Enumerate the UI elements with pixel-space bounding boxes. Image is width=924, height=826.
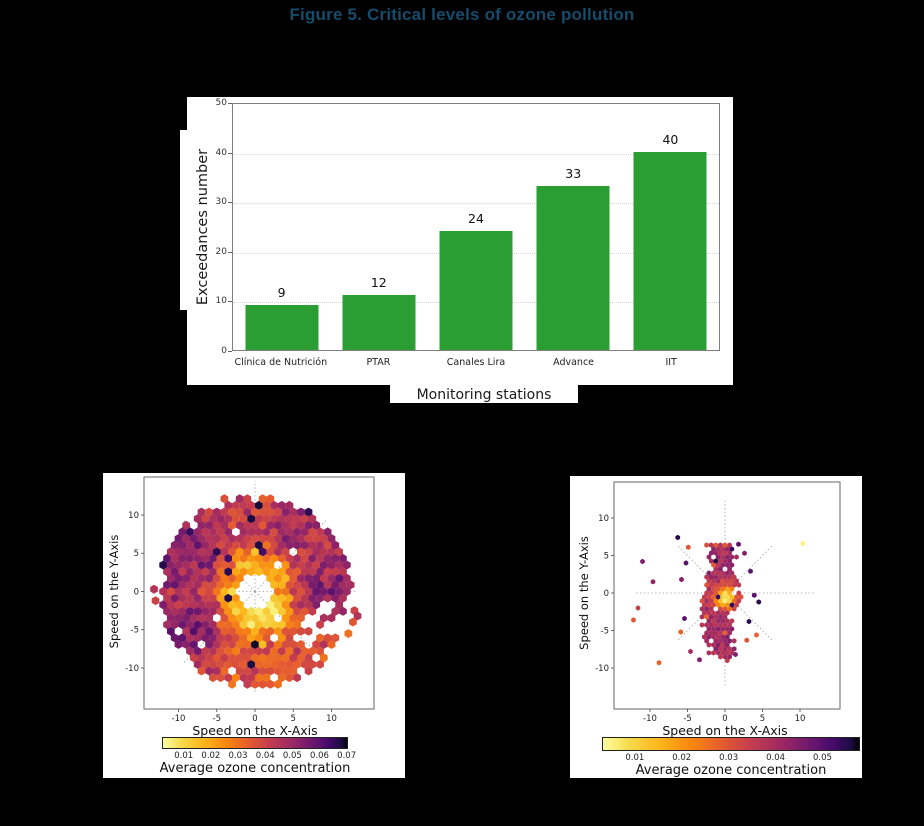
- bar-slot: 24: [427, 104, 524, 350]
- bar-slot: 33: [525, 104, 622, 350]
- bar-plot-area: 9 12 24 33 40: [232, 103, 720, 351]
- colorbar-tick: 0.04: [255, 751, 275, 761]
- bar-value-label: 40: [662, 131, 679, 147]
- colorbar-right-ticks: 0.01 0.02 0.03 0.04 0.05: [602, 753, 860, 763]
- bar-y-tick: 50: [215, 98, 227, 108]
- bar-y-tick: 20: [215, 246, 227, 257]
- x-axis-label: Speed on the X-Axis: [192, 723, 317, 738]
- colorbar-tick: 0.01: [625, 753, 645, 763]
- bar: [245, 305, 319, 350]
- colorbar-left: [162, 737, 348, 749]
- svg-text:0: 0: [134, 587, 139, 597]
- bar-y-tick-mark: [228, 351, 232, 352]
- bar-x-tick: Clínica de Nutrición: [234, 357, 328, 368]
- colorbar-left-label: Average ozone concentration: [159, 761, 351, 776]
- colorbar-tick: 0.07: [337, 751, 357, 761]
- bar: [342, 295, 416, 350]
- bar-chart-panel: Exceedances number 0 10 20 30 40 50 9 12 24 33 40…: [180, 97, 733, 403]
- svg-text:0: 0: [722, 714, 727, 724]
- bar-slot: 9: [233, 104, 330, 350]
- bar-y-tick-mark: [228, 301, 232, 303]
- bar-value-label: 33: [565, 166, 582, 182]
- figure-title: Figure 5. Critical levels of ozone pollu…: [289, 5, 635, 24]
- svg-text:0: 0: [252, 714, 257, 724]
- hexbin-cells: [631, 534, 806, 666]
- hexbin-cells: [150, 494, 362, 689]
- bar: [439, 230, 513, 350]
- bar-y-tick: 40: [215, 147, 227, 158]
- colorbar-tick: 0.03: [719, 753, 739, 763]
- axis-ticks: -10 -5 0 5 10 -10 -5 0 5 10: [595, 514, 805, 724]
- y-axis-label: Speed on the Y-Axis: [577, 536, 591, 650]
- svg-text:-5: -5: [131, 626, 139, 636]
- colorbar-tick: 0.06: [310, 751, 329, 761]
- svg-text:-5: -5: [213, 714, 221, 724]
- colorbar-left-ticks: 0.01 0.02 0.03 0.04 0.05 0.06 0.07: [162, 751, 356, 761]
- colorbar-tick: 0.03: [228, 751, 248, 761]
- bar-value-label: 24: [468, 210, 484, 226]
- bar-y-tick-mark: [228, 103, 232, 104]
- colorbar-tick: 0.02: [201, 751, 221, 761]
- colorbar-tick: 0.05: [813, 753, 832, 763]
- colorbar-right: [602, 737, 860, 751]
- svg-text:5: 5: [134, 549, 139, 559]
- hexbin-right-plot: -10 -5 0 5 10 -10 -5 0 5 10 Speed on the X-Axis Spe…: [577, 481, 841, 738]
- bar-value-label: 9: [277, 285, 286, 301]
- svg-text:-10: -10: [643, 714, 657, 724]
- bar-x-tick: Advance: [553, 357, 595, 368]
- bar-value-label: 12: [370, 275, 387, 291]
- svg-text:10: 10: [326, 714, 337, 724]
- bar-slot: 40: [622, 104, 719, 350]
- colorbar-tick: 0.05: [282, 751, 302, 761]
- bar-slot: 12: [330, 104, 427, 350]
- bar-y-tick: 10: [215, 296, 227, 307]
- bar-y-tick-mark: [228, 152, 232, 154]
- bar-y-tick-labels: 0 10 20 30 40 50: [187, 98, 229, 356]
- hexbin-left-plot: -10 -5 0 5 10 -10 -5 0 5 10 Speed on the X-Axis Spe…: [107, 476, 375, 738]
- svg-text:-10: -10: [595, 664, 609, 674]
- bar-y-tick-mark: [228, 251, 232, 253]
- bar-y-tick: 30: [215, 197, 227, 208]
- svg-text:-5: -5: [683, 714, 691, 724]
- colorbar-tick: 0.01: [174, 751, 194, 761]
- colorbar-right-label: Average ozone concentration: [635, 763, 827, 778]
- bar-chart-left-strip: [180, 130, 187, 310]
- svg-text:-5: -5: [601, 626, 609, 636]
- y-axis-label: Speed on the Y-Axis: [107, 535, 121, 649]
- bar: [536, 186, 610, 350]
- colorbar-tick: 0.02: [672, 753, 692, 763]
- bar-x-axis-label-tab: Monitoring stations: [390, 385, 578, 403]
- bar-x-tick-labels: Clínica de Nutrición PTAR Canales Lira Adva…: [232, 357, 720, 368]
- svg-text:5: 5: [291, 714, 296, 724]
- svg-text:-10: -10: [172, 714, 186, 724]
- x-axis-label: Speed on the X-Axis: [662, 723, 787, 738]
- bar-x-tick: Canales Lira: [446, 357, 506, 368]
- svg-text:5: 5: [604, 551, 609, 561]
- bar-y-tick: 0: [221, 346, 227, 356]
- bar-x-tick: IIT: [665, 357, 677, 368]
- svg-text:0: 0: [604, 589, 609, 599]
- gridline: [233, 153, 719, 155]
- svg-text:10: 10: [128, 511, 139, 521]
- bar-x-axis-label: Monitoring stations: [416, 387, 552, 403]
- bar-y-tick-mark: [228, 202, 232, 204]
- bar-series: 9 12 24 33 40: [233, 104, 719, 350]
- axis-ticks: -10 -5 0 5 10 -10 -5 0 5 10: [125, 511, 337, 724]
- bar: [633, 151, 707, 350]
- bar-x-tick: PTAR: [366, 357, 391, 368]
- hexbin-right-panel: -10 -5 0 5 10 -10 -5 0 5 10 Speed on the X-Axis Spe…: [570, 476, 862, 778]
- gridline: [233, 203, 719, 205]
- svg-text:5: 5: [760, 714, 765, 724]
- svg-text:10: 10: [795, 714, 806, 724]
- colorbar-tick: 0.04: [766, 753, 786, 763]
- svg-text:10: 10: [598, 514, 609, 524]
- hexbin-left-panel: -10 -5 0 5 10 -10 -5 0 5 10 Speed on the X-Axis Spe…: [103, 473, 405, 778]
- svg-text:-10: -10: [125, 664, 139, 674]
